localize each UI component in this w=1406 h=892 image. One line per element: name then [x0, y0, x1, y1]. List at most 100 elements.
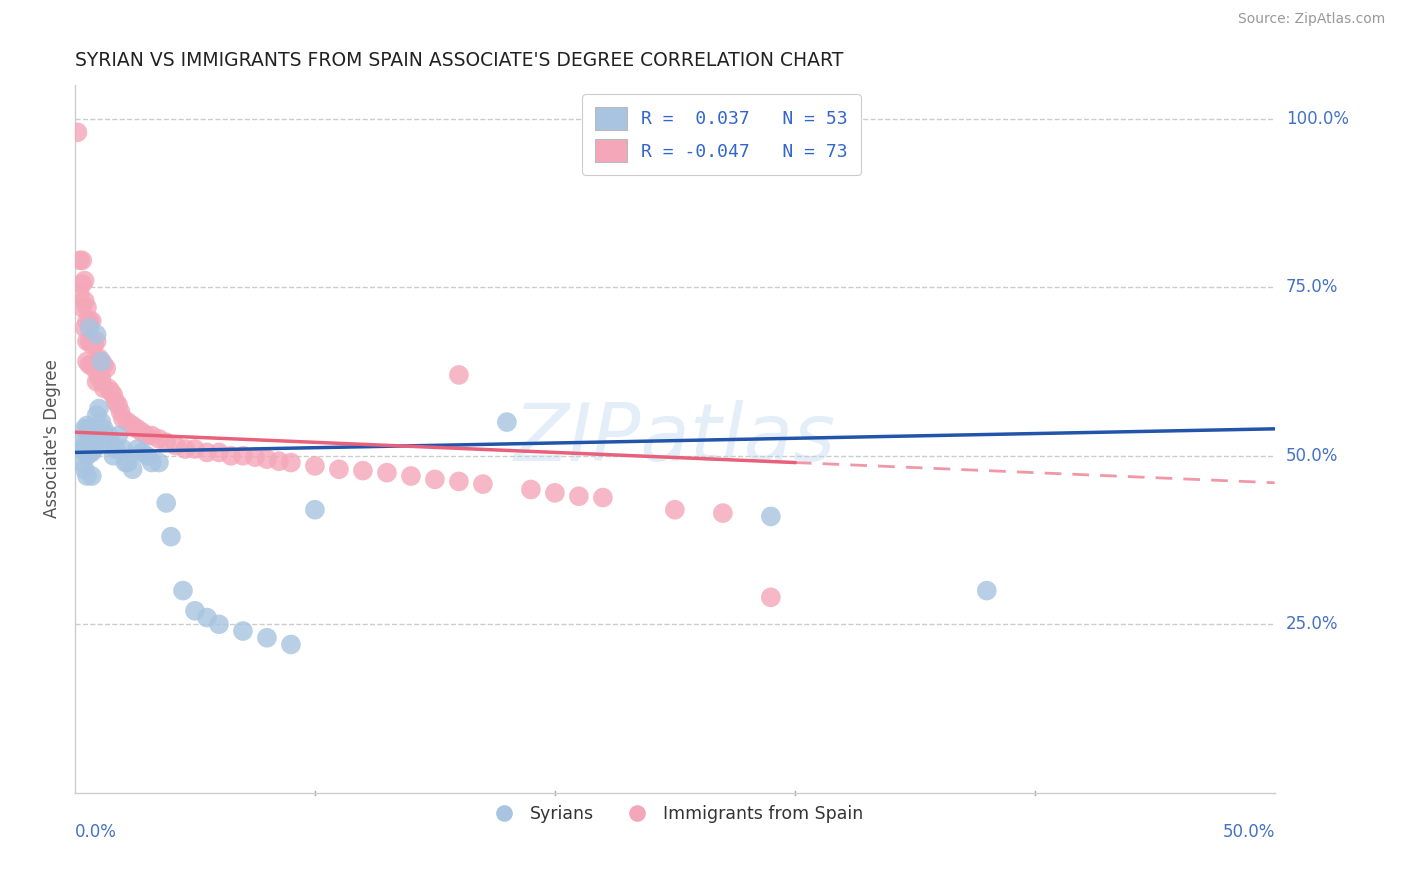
Point — [87, 428, 110, 442]
Point — [114, 456, 136, 470]
Point — [148, 456, 170, 470]
Point — [86, 354, 108, 368]
Point — [280, 456, 302, 470]
Text: Source: ZipAtlas.com: Source: ZipAtlas.com — [1237, 12, 1385, 26]
Point — [87, 351, 110, 365]
Point — [328, 462, 350, 476]
Point — [73, 422, 96, 436]
Point — [79, 422, 101, 436]
Point — [76, 469, 98, 483]
Point — [165, 439, 187, 453]
Point — [172, 583, 194, 598]
Point — [76, 334, 98, 349]
Point — [86, 334, 108, 349]
Point — [976, 583, 998, 598]
Point — [73, 462, 96, 476]
Point — [759, 591, 782, 605]
Point — [107, 428, 129, 442]
Point — [80, 358, 103, 372]
Point — [96, 361, 118, 376]
Point — [232, 449, 254, 463]
Point — [117, 415, 139, 429]
Point — [544, 486, 567, 500]
Point — [69, 287, 91, 301]
Point — [232, 624, 254, 638]
Point — [352, 464, 374, 478]
Point — [111, 411, 134, 425]
Point — [267, 454, 290, 468]
Point — [184, 442, 207, 456]
Point — [107, 398, 129, 412]
Point — [256, 631, 278, 645]
Text: 50.0%: 50.0% — [1222, 823, 1275, 841]
Point — [76, 314, 98, 328]
Point — [86, 375, 108, 389]
Point — [471, 477, 494, 491]
Point — [86, 327, 108, 342]
Text: 50.0%: 50.0% — [1286, 447, 1339, 465]
Point — [304, 458, 326, 473]
Point — [664, 502, 686, 516]
Legend: Syrians, Immigrants from Spain: Syrians, Immigrants from Spain — [479, 798, 870, 830]
Point — [100, 435, 122, 450]
Point — [399, 469, 422, 483]
Point — [447, 475, 470, 489]
Text: ZIPatlas: ZIPatlas — [513, 400, 837, 478]
Point — [280, 638, 302, 652]
Point — [104, 442, 127, 456]
Point — [127, 442, 149, 456]
Point — [79, 358, 101, 372]
Point — [111, 442, 134, 456]
Point — [104, 395, 127, 409]
Point — [160, 530, 183, 544]
Point — [136, 449, 159, 463]
Point — [184, 604, 207, 618]
Point — [97, 428, 120, 442]
Point — [110, 405, 132, 419]
Y-axis label: Associate's Degree: Associate's Degree — [44, 359, 60, 518]
Point — [73, 293, 96, 308]
Point — [103, 449, 125, 463]
Point — [174, 442, 197, 456]
Point — [208, 617, 231, 632]
Point — [76, 418, 98, 433]
Point — [155, 496, 177, 510]
Point — [100, 384, 122, 399]
Point — [195, 445, 218, 459]
Point — [80, 428, 103, 442]
Point — [131, 425, 153, 440]
Point — [423, 472, 446, 486]
Point — [76, 301, 98, 315]
Point — [141, 456, 163, 470]
Point — [136, 428, 159, 442]
Point — [243, 450, 266, 464]
Point — [127, 422, 149, 436]
Point — [83, 361, 105, 376]
Point — [83, 422, 105, 436]
Point — [208, 445, 231, 459]
Point — [592, 491, 614, 505]
Point — [90, 354, 112, 368]
Point — [70, 253, 93, 268]
Point — [73, 274, 96, 288]
Point — [76, 435, 98, 450]
Point — [70, 442, 93, 456]
Point — [80, 337, 103, 351]
Point — [103, 388, 125, 402]
Point — [375, 466, 398, 480]
Point — [117, 456, 139, 470]
Point — [79, 442, 101, 456]
Text: 0.0%: 0.0% — [75, 823, 117, 841]
Point — [155, 435, 177, 450]
Point — [70, 277, 93, 291]
Point — [73, 442, 96, 456]
Point — [76, 354, 98, 368]
Point — [93, 358, 115, 372]
Point — [90, 371, 112, 385]
Point — [87, 401, 110, 416]
Point — [70, 301, 93, 315]
Point — [219, 449, 242, 463]
Point — [256, 452, 278, 467]
Point — [79, 320, 101, 334]
Point — [79, 314, 101, 328]
